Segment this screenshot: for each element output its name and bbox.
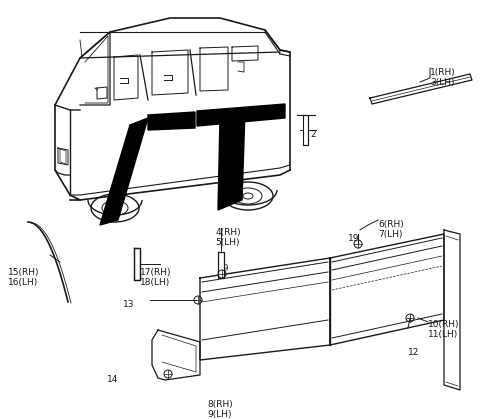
Text: 1(RH)
3(LH): 1(RH) 3(LH) (430, 68, 456, 88)
Polygon shape (444, 230, 460, 390)
Polygon shape (218, 110, 245, 210)
Polygon shape (152, 330, 200, 380)
Text: 13: 13 (122, 300, 134, 309)
Text: 10(RH)
11(LH): 10(RH) 11(LH) (428, 320, 459, 339)
Text: 12: 12 (408, 348, 420, 357)
Text: 2: 2 (310, 130, 316, 139)
Text: 14: 14 (107, 375, 118, 384)
Polygon shape (330, 234, 444, 345)
Polygon shape (200, 258, 330, 360)
Polygon shape (218, 252, 224, 278)
Text: 15(RH)
16(LH): 15(RH) 16(LH) (8, 268, 39, 287)
Text: 6(RH)
7(LH): 6(RH) 7(LH) (378, 220, 404, 239)
Text: 19: 19 (218, 264, 229, 273)
Text: 19: 19 (348, 234, 360, 243)
Polygon shape (197, 104, 285, 126)
Polygon shape (148, 112, 195, 130)
Polygon shape (303, 115, 308, 145)
Polygon shape (134, 248, 140, 280)
Text: 4(RH)
5(LH): 4(RH) 5(LH) (215, 228, 241, 247)
Ellipse shape (110, 205, 120, 211)
Ellipse shape (243, 193, 253, 199)
Text: 8(RH)
9(LH): 8(RH) 9(LH) (207, 400, 233, 419)
Polygon shape (100, 118, 148, 225)
Polygon shape (370, 74, 472, 104)
Text: 17(RH)
18(LH): 17(RH) 18(LH) (140, 268, 171, 287)
